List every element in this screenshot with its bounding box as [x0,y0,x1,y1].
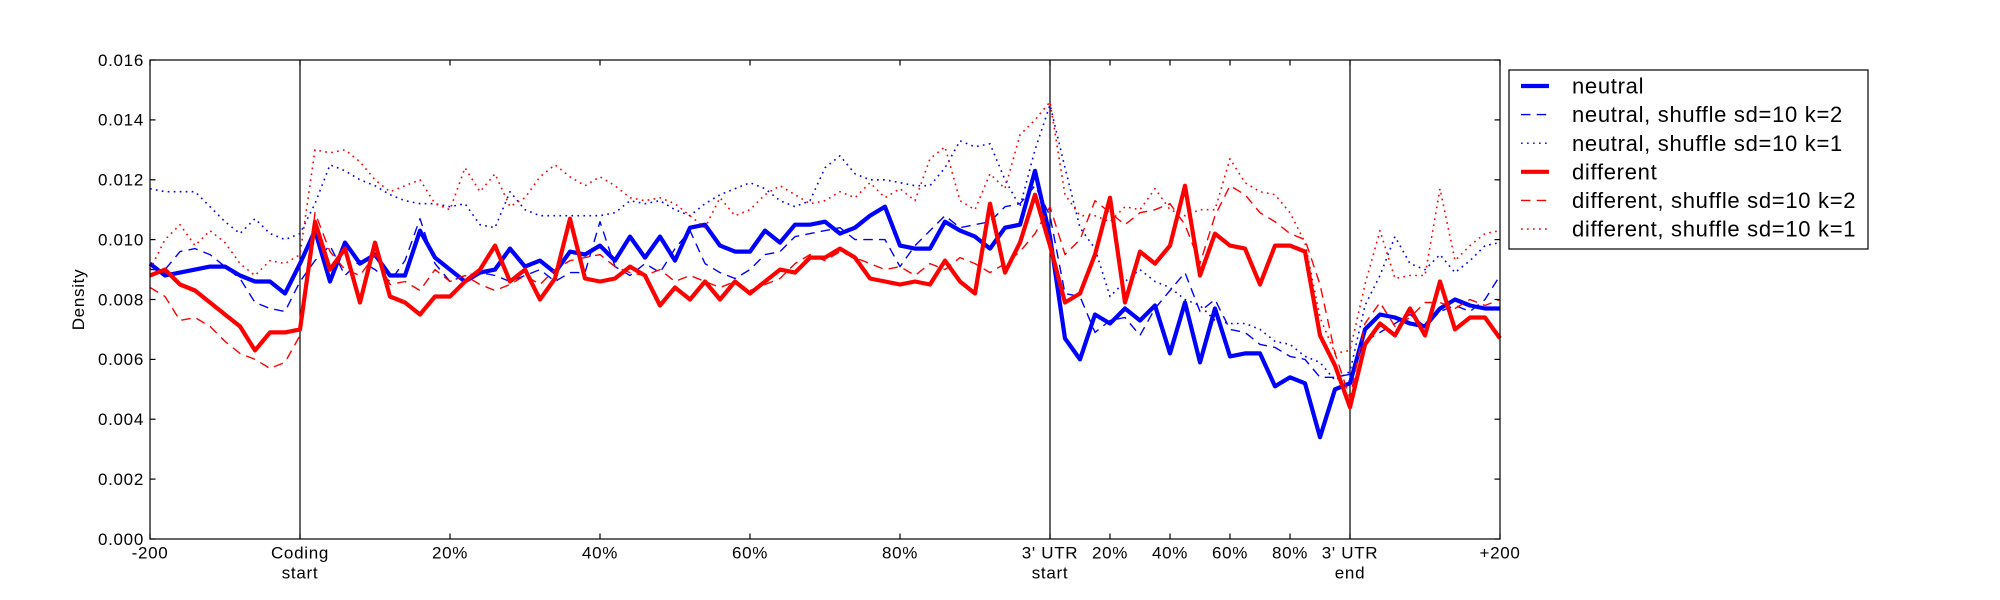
svg-text:+200: +200 [1479,544,1520,563]
svg-text:end: end [1335,564,1365,583]
svg-text:neutral, shuffle sd=10 k=2: neutral, shuffle sd=10 k=2 [1572,102,1843,127]
svg-text:Coding: Coding [271,544,329,563]
svg-text:neutral, shuffle sd=10 k=1: neutral, shuffle sd=10 k=1 [1572,131,1843,156]
svg-text:different: different [1572,159,1657,184]
svg-text:3' UTR: 3' UTR [1322,544,1379,563]
svg-text:start: start [282,564,319,583]
svg-text:-200: -200 [132,544,169,563]
svg-text:0.000: 0.000 [98,530,144,549]
svg-text:40%: 40% [582,544,618,563]
svg-text:20%: 20% [1092,544,1128,563]
svg-text:20%: 20% [432,544,468,563]
svg-text:60%: 60% [1212,544,1248,563]
svg-text:0.006: 0.006 [98,350,144,369]
svg-text:start: start [1032,564,1069,583]
svg-text:3' UTR: 3' UTR [1022,544,1079,563]
svg-text:60%: 60% [732,544,768,563]
svg-text:0.014: 0.014 [98,111,144,130]
svg-text:different, shuffle sd=10 k=1: different, shuffle sd=10 k=1 [1572,217,1856,242]
svg-text:neutral: neutral [1572,74,1644,99]
svg-text:different, shuffle sd=10 k=2: different, shuffle sd=10 k=2 [1572,188,1856,213]
svg-text:80%: 80% [1272,544,1308,563]
svg-text:0.012: 0.012 [98,171,144,190]
svg-text:Density: Density [69,269,88,331]
svg-text:0.008: 0.008 [98,290,144,309]
svg-text:80%: 80% [882,544,918,563]
svg-text:0.004: 0.004 [98,410,144,429]
svg-text:0.016: 0.016 [98,51,144,70]
svg-text:0.010: 0.010 [98,230,144,249]
svg-text:40%: 40% [1152,544,1188,563]
svg-text:0.002: 0.002 [98,470,144,489]
